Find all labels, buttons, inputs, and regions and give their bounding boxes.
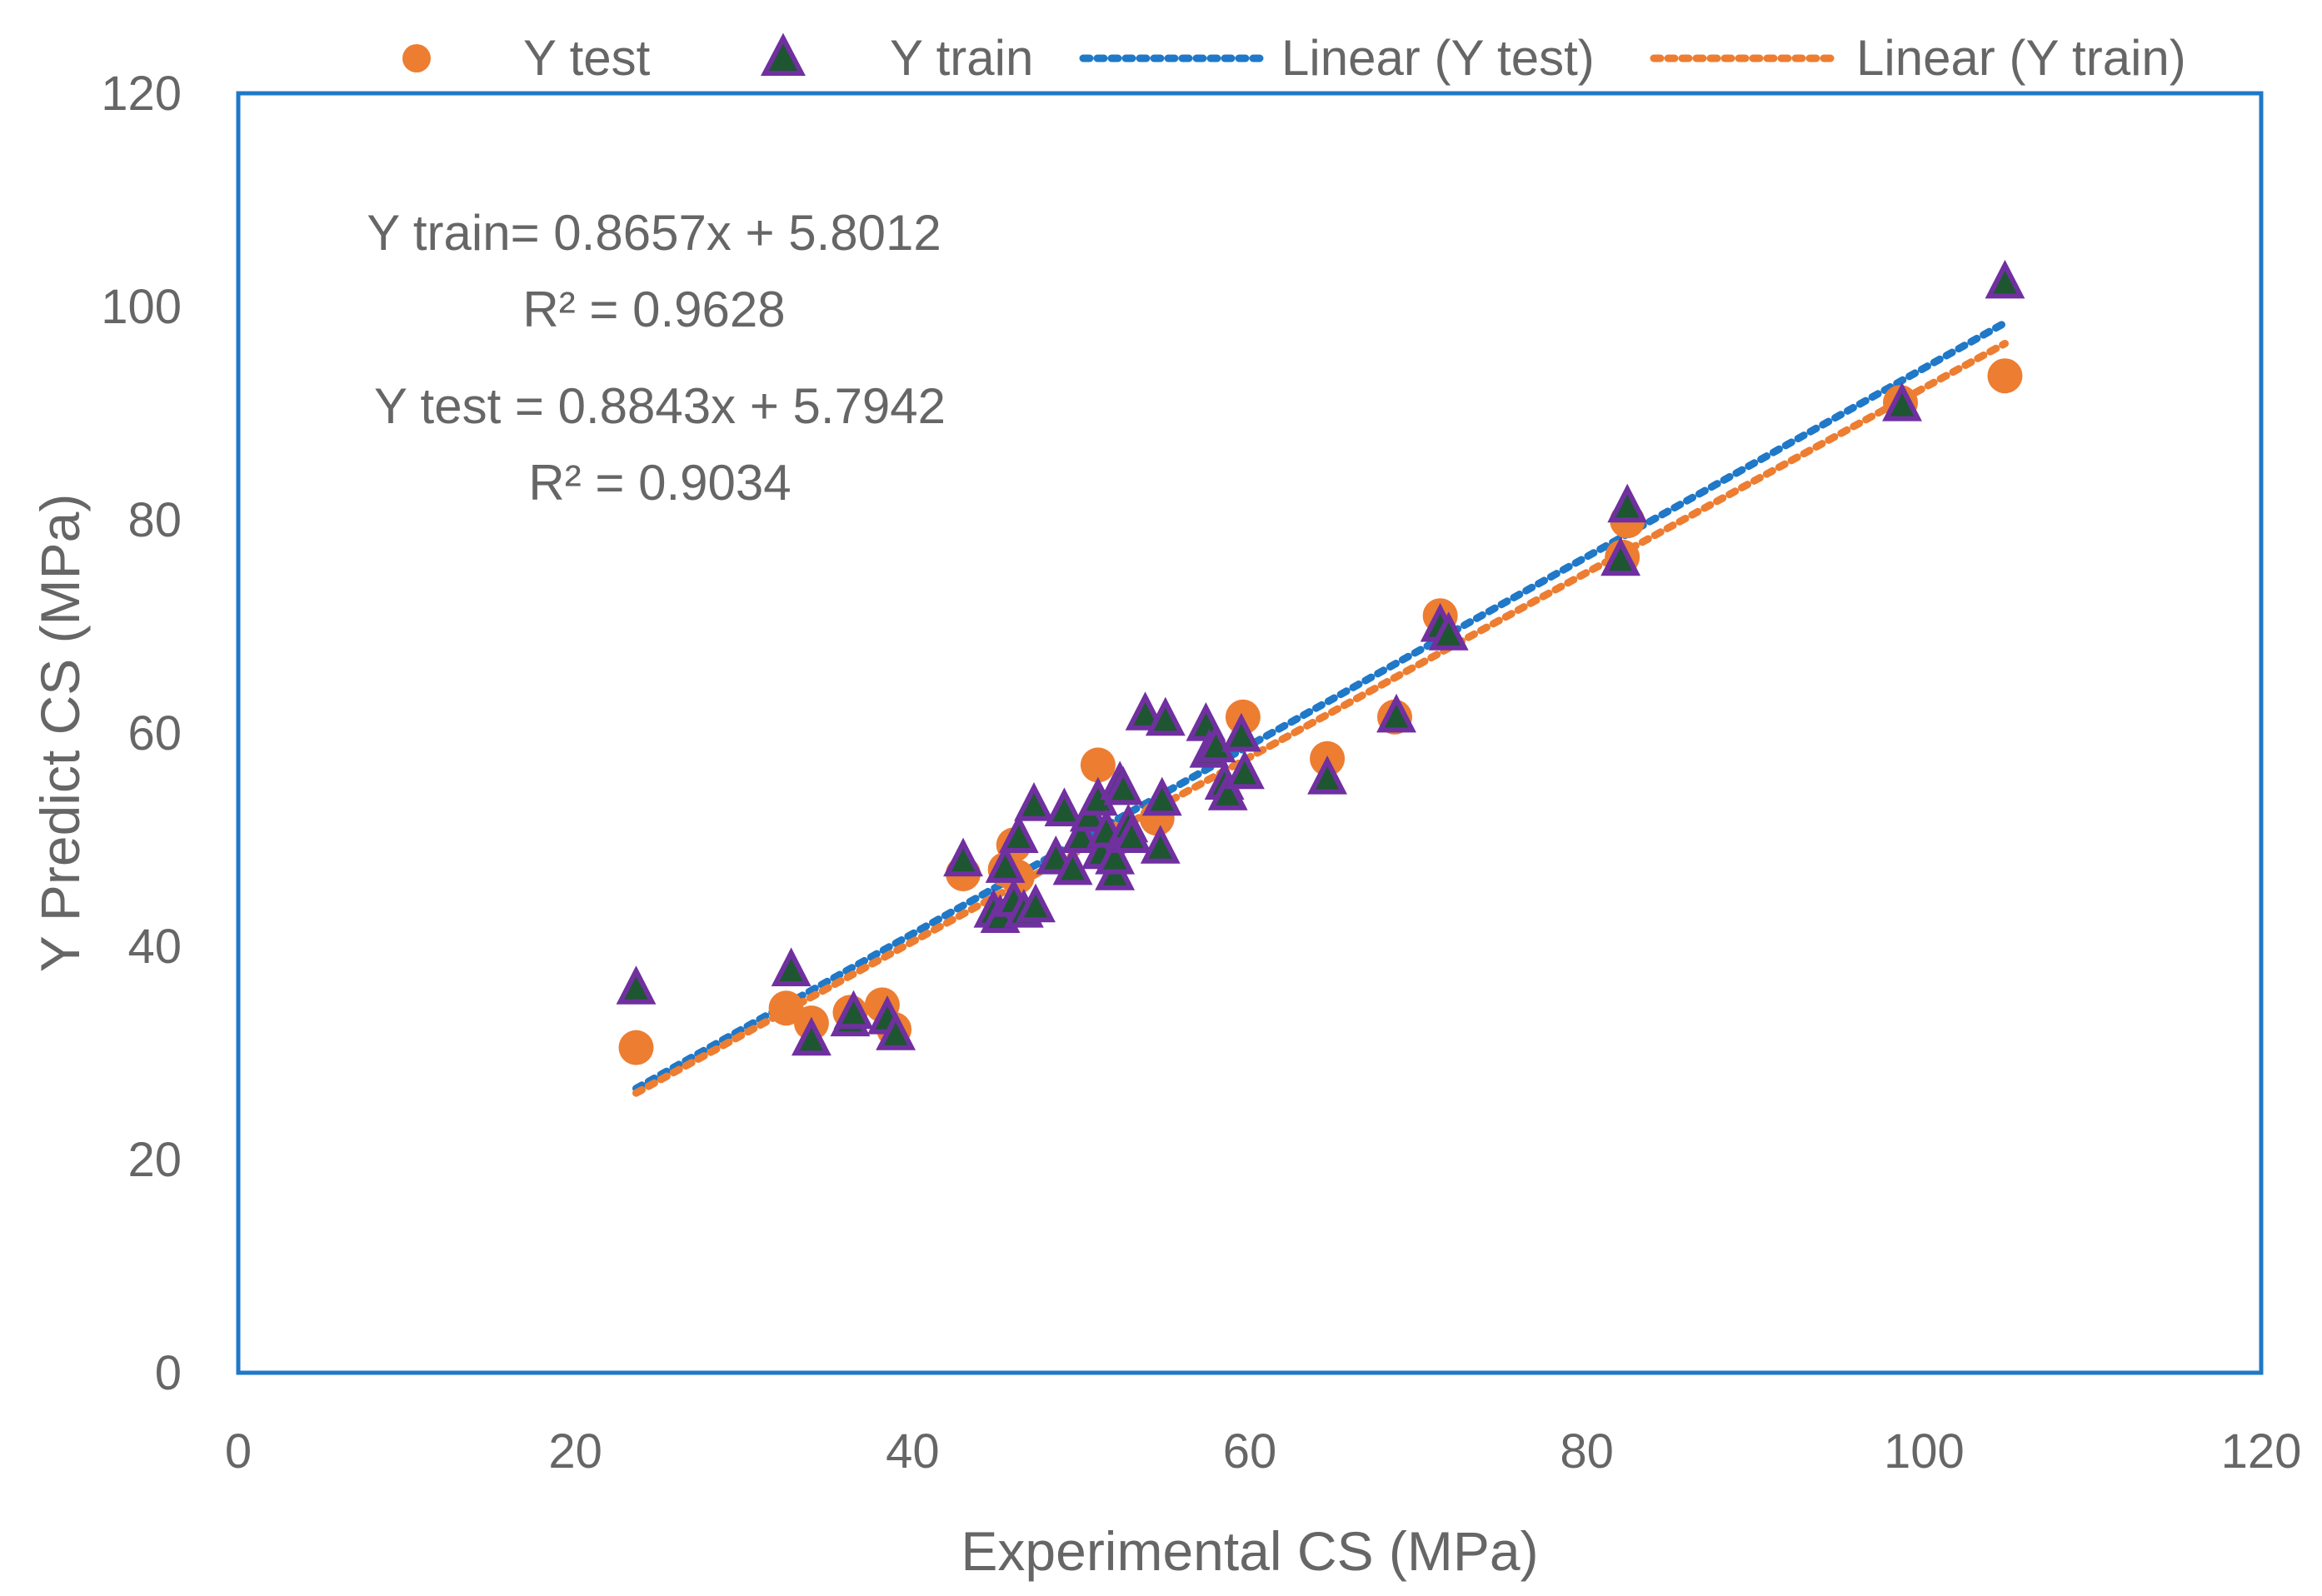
y-train-point: [1307, 756, 1347, 795]
y-tick-label: 40: [127, 920, 182, 974]
y-train-point: [876, 1011, 916, 1050]
legend-y-train-label: Y train: [890, 30, 1033, 86]
trendline-y-train: [632, 339, 2009, 1097]
y-test-point: [768, 990, 804, 1026]
y-axis-ticks: 0 20 40 60 80 100 120: [101, 67, 182, 1400]
y-train-point: [1882, 382, 1922, 421]
y-train-point: [1225, 750, 1265, 790]
x-tick-label: 40: [886, 1424, 940, 1479]
y-train-point: [1221, 712, 1261, 752]
train-equation: Y train= 0.8657x + 5.8012: [367, 205, 941, 261]
x-tick-label: 60: [1223, 1424, 1277, 1479]
y-test-point: [1080, 747, 1116, 783]
data-points: [616, 259, 2025, 1065]
y-train-point: [1376, 693, 1416, 733]
plot-area-border: [236, 91, 2264, 1375]
y-train-point: [1607, 483, 1648, 523]
x-tick-label: 100: [1884, 1424, 1965, 1479]
y-train-point: [1140, 825, 1181, 864]
y-train-point: [1125, 691, 1166, 731]
x-axis-title: Experimental CS (MPa): [961, 1520, 1538, 1582]
y-train-point: [1044, 787, 1085, 826]
y-train-point: [1141, 776, 1182, 816]
legend-y-train-marker: [761, 32, 806, 76]
x-tick-label: 120: [2221, 1424, 2302, 1479]
legend-y-test-label: Y test: [523, 30, 651, 86]
y-train-point: [833, 990, 874, 1030]
y-train-point: [985, 844, 1026, 883]
test-equation: Y test = 0.8843x + 5.7942: [374, 378, 946, 434]
x-axis-ticks: 0 20 40 60 80 100 120: [225, 1424, 2302, 1479]
y-train-point: [1428, 611, 1469, 651]
y-train-point: [1985, 259, 2025, 299]
legend-y-test-marker: [402, 44, 431, 72]
y-train-point: [1052, 845, 1093, 885]
trendline-y-test: [632, 319, 2009, 1093]
y-train-point: [943, 837, 983, 877]
y-train-point: [998, 814, 1039, 853]
y-train-point: [1207, 771, 1248, 810]
legend: Y test Y train Linear (Y test) Linear (Y…: [402, 30, 2186, 86]
y-train-point: [616, 965, 657, 1005]
y-train-point: [1600, 536, 1641, 576]
y-tick-label: 60: [127, 706, 182, 761]
y-train-point: [1196, 723, 1236, 763]
y-test-point: [1987, 358, 2023, 394]
y-train-point: [1016, 883, 1056, 923]
x-tick-label: 0: [225, 1424, 252, 1479]
y-test-point: [618, 1030, 654, 1065]
train-r-squared: R² = 0.9628: [522, 282, 785, 337]
y-train-point: [1014, 782, 1054, 821]
y-tick-label: 120: [101, 67, 182, 121]
y-tick-label: 0: [155, 1346, 182, 1400]
y-train-point: [771, 947, 811, 986]
legend-linear-y-train-label: Linear (Y train): [1856, 30, 2186, 86]
x-tick-label: 80: [1560, 1424, 1614, 1479]
y-train-point: [791, 1016, 831, 1056]
y-train-point: [1103, 766, 1144, 805]
y-train-point: [1145, 696, 1186, 736]
legend-linear-y-test-label: Linear (Y test): [1281, 30, 1595, 86]
y-tick-label: 100: [101, 280, 182, 334]
y-train-point: [1095, 835, 1136, 875]
x-tick-label: 20: [548, 1424, 602, 1479]
test-r-squared: R² = 0.9034: [528, 455, 791, 511]
y-axis-title: Y Predict CS (MPa): [29, 494, 91, 973]
y-tick-label: 80: [127, 493, 182, 547]
trendlines: [632, 319, 2009, 1097]
y-train-point: [1111, 814, 1152, 853]
y-tick-label: 20: [127, 1133, 182, 1187]
